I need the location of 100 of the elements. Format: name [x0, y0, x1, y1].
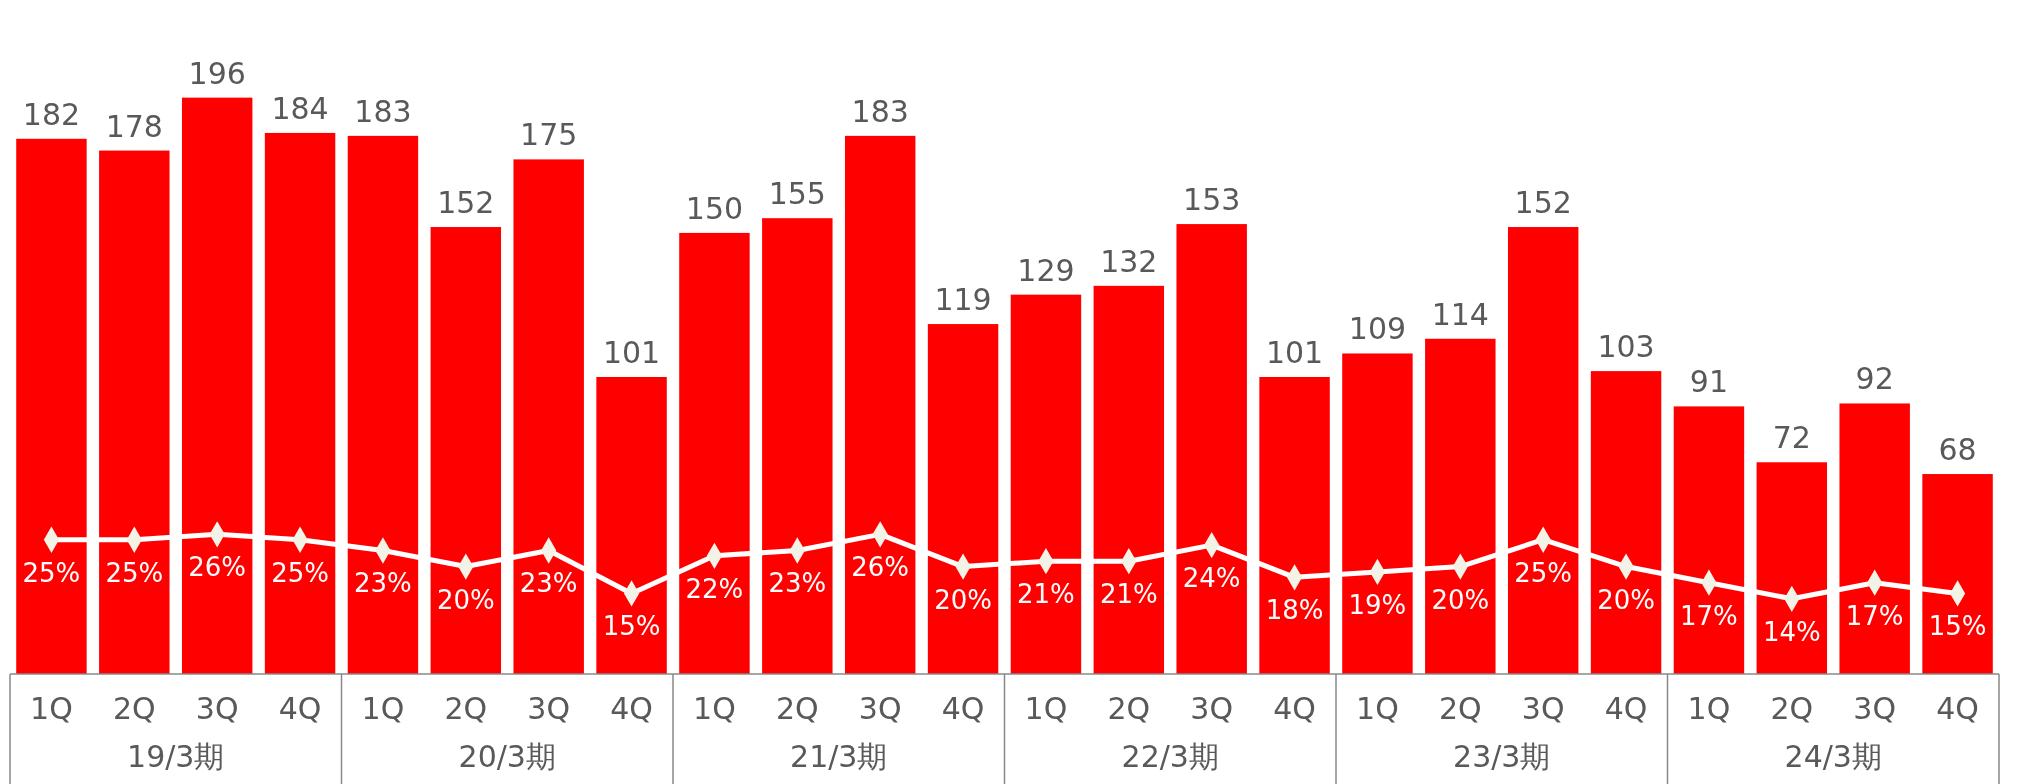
data-label: 178 [105, 108, 163, 144]
bar [679, 232, 750, 674]
bar [347, 135, 419, 674]
bar [1673, 406, 1745, 674]
bar [1756, 462, 1828, 674]
data-label: 101 [602, 335, 661, 370]
bar [762, 218, 833, 674]
data-label: 18% [1265, 595, 1324, 626]
bar [16, 138, 87, 674]
x-tick-label: 1Q [693, 691, 736, 726]
data-label: 175 [520, 117, 578, 153]
data-label: 25% [105, 557, 164, 588]
data-label: 132 [1100, 243, 1158, 279]
bar [1010, 294, 1082, 674]
data-label: 68 [1938, 432, 1977, 468]
data-label: 155 [768, 176, 826, 212]
data-label: 17% [1680, 600, 1738, 631]
data-label: 21% [1017, 579, 1075, 610]
data-label: 23% [354, 568, 412, 599]
data-label: 72 [1772, 420, 1811, 456]
x-tick-label: 2Q [775, 691, 819, 726]
x-tick-label: 3Q [858, 691, 902, 726]
x-tick-label: 2Q [1438, 691, 1482, 726]
x-tick-label: 4Q [941, 691, 985, 726]
bar [1590, 371, 1662, 674]
data-label: 15% [1928, 611, 1987, 642]
x-tick-label: 2Q [112, 691, 156, 726]
data-label: 19% [1348, 589, 1407, 620]
data-label: 129 [1017, 252, 1075, 288]
data-label: 26% [851, 552, 910, 583]
data-label: 21% [1099, 579, 1158, 610]
data-label: 17% [1845, 600, 1904, 631]
text: 21/3期 [790, 739, 888, 774]
bar [1342, 353, 1413, 674]
x-tick-label: 3Q [1521, 691, 1565, 726]
bar [1259, 377, 1330, 674]
x-tick-label: 2Q [1770, 691, 1814, 726]
data-label: 23% [519, 568, 578, 599]
bar [99, 150, 170, 674]
bar [430, 227, 502, 674]
bar [1176, 224, 1247, 674]
bar [596, 377, 667, 674]
data-label: 152 [437, 185, 495, 221]
text: 20/3期 [458, 739, 556, 774]
data-label: 15% [602, 611, 661, 642]
data-label: 152 [1514, 185, 1572, 221]
x-tick-label: 4Q [1936, 691, 1979, 726]
text: 19/3期 [127, 739, 225, 774]
bar [264, 132, 336, 674]
bar [1507, 227, 1579, 674]
data-label: 183 [851, 93, 909, 129]
x-tick-label: 2Q [444, 691, 488, 726]
data-label: 26% [188, 552, 247, 583]
data-label: 182 [22, 96, 81, 132]
bar [1839, 403, 1910, 674]
x-tick-label: 3Q [195, 691, 239, 726]
bar [927, 324, 999, 674]
data-label: 14% [1762, 616, 1821, 647]
data-label: 109 [1348, 311, 1407, 347]
bar [1093, 285, 1165, 674]
x-tick-label: 3Q [1853, 691, 1897, 726]
data-label: 119 [934, 282, 992, 318]
x-tick-label: 1Q [1687, 691, 1731, 726]
x-tick-label: 3Q [1190, 691, 1234, 726]
data-label: 150 [685, 190, 744, 226]
data-label: 101 [1265, 335, 1324, 370]
data-label: 20% [1431, 584, 1490, 615]
text: 24/3期 [1784, 739, 1882, 774]
x-tick-label: 3Q [527, 691, 571, 726]
data-label: 92 [1855, 361, 1894, 397]
data-label: 114 [1431, 296, 1489, 332]
bar [1425, 338, 1496, 674]
data-label: 20% [1597, 584, 1655, 615]
data-label: 24% [1182, 563, 1241, 594]
data-label: 23% [768, 568, 827, 599]
text: 23/3期 [1453, 739, 1551, 774]
x-tick-label: 1Q [1356, 691, 1399, 726]
x-tick-label: 4Q [1273, 691, 1316, 726]
x-tick-label: 1Q [361, 691, 405, 726]
data-label: 20% [436, 584, 495, 615]
data-label: 25% [22, 557, 81, 588]
data-label: 20% [934, 584, 992, 615]
data-label: 153 [1183, 182, 1241, 218]
data-label: 196 [188, 55, 246, 91]
data-label: 183 [354, 93, 412, 129]
bar [844, 135, 916, 674]
x-tick-label: 4Q [1604, 691, 1648, 726]
x-tick-label: 4Q [278, 691, 322, 726]
x-tick-label: 1Q [30, 691, 73, 726]
bar [1922, 474, 1993, 674]
bar [181, 97, 253, 674]
text: 22/3期 [1121, 739, 1219, 774]
data-label: 184 [271, 90, 329, 126]
data-label: 91 [1689, 364, 1729, 400]
x-tick-label: 2Q [1107, 691, 1151, 726]
data-label: 25% [1514, 557, 1573, 588]
data-label: 22% [685, 573, 744, 604]
x-tick-label: 4Q [610, 691, 653, 726]
data-label: 25% [271, 557, 329, 588]
bar [513, 159, 584, 674]
